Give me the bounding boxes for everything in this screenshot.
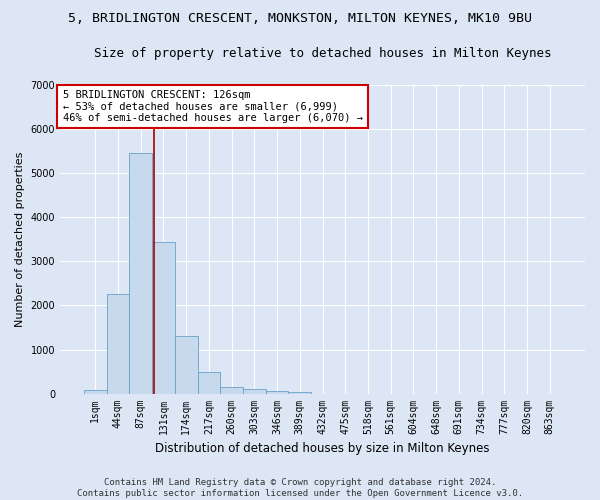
Text: 5, BRIDLINGTON CRESCENT, MONKSTON, MILTON KEYNES, MK10 9BU: 5, BRIDLINGTON CRESCENT, MONKSTON, MILTO…: [68, 12, 532, 26]
Bar: [175, 336, 197, 394]
Bar: [130, 152, 152, 394]
Bar: [220, 386, 243, 394]
Text: Contains HM Land Registry data © Crown copyright and database right 2024.
Contai: Contains HM Land Registry data © Crown c…: [77, 478, 523, 498]
Text: 5 BRIDLINGTON CRESCENT: 126sqm
← 53% of detached houses are smaller (6,999)
46% : 5 BRIDLINGTON CRESCENT: 126sqm ← 53% of …: [62, 90, 362, 123]
Bar: [289, 392, 311, 394]
Y-axis label: Number of detached properties: Number of detached properties: [15, 152, 25, 327]
Bar: [152, 242, 175, 394]
Bar: [197, 372, 220, 394]
X-axis label: Distribution of detached houses by size in Milton Keynes: Distribution of detached houses by size …: [155, 442, 490, 455]
Bar: [243, 389, 266, 394]
Bar: [107, 294, 130, 394]
Title: Size of property relative to detached houses in Milton Keynes: Size of property relative to detached ho…: [94, 48, 551, 60]
Bar: [84, 390, 107, 394]
Bar: [266, 391, 289, 394]
